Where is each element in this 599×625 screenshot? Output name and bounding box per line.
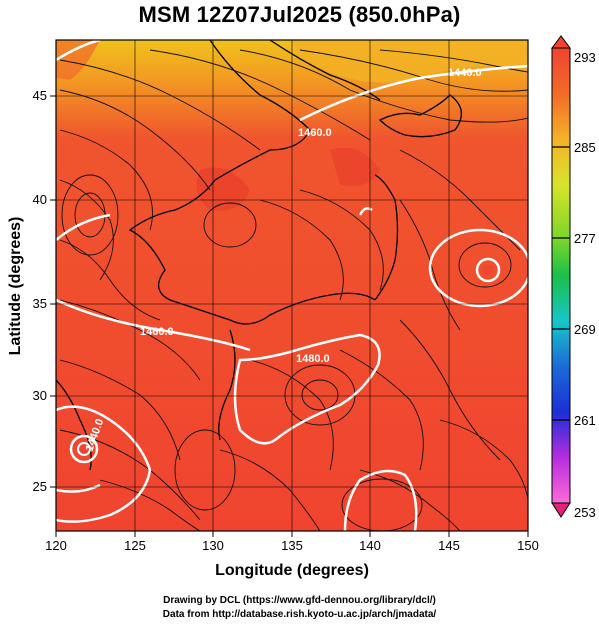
colorbar-label: 293 — [574, 50, 596, 65]
colorbar-label: 261 — [574, 413, 596, 428]
colorbar-label: 285 — [574, 140, 596, 155]
x-tick-label: 125 — [124, 538, 146, 553]
coastlines — [56, 40, 462, 471]
x-tick-label: 130 — [202, 538, 224, 553]
x-tick-label: 135 — [281, 538, 303, 553]
y-tick-label: 25 — [33, 479, 47, 494]
contour-label: 1460.0 — [140, 326, 174, 338]
contour-label: 1440.0 — [448, 67, 482, 79]
colorbar-label: 277 — [574, 231, 596, 246]
colorbar-bar — [551, 47, 571, 504]
x-tick-marks — [55, 531, 529, 537]
colorbar-label: 269 — [574, 322, 596, 337]
grid-lines — [56, 40, 528, 531]
contour-label: 1480.0 — [296, 353, 330, 365]
data-credit: Data from http://database.rish.kyoto-u.a… — [162, 609, 437, 620]
y-tick-label: 35 — [33, 296, 47, 311]
storm-centers — [69, 257, 501, 464]
y-axis-title: Latitude (degrees) — [7, 217, 24, 356]
x-tick-label: 120 — [45, 538, 67, 553]
y-tick-marks — [50, 95, 56, 488]
colorbar-bottom-arrow — [551, 502, 571, 518]
y-tick-label: 45 — [33, 88, 47, 103]
contour-label: 1460.0 — [298, 127, 332, 139]
x-tick-labels: 120 125 130 135 140 145 150 — [45, 538, 539, 553]
y-tick-label: 30 — [33, 388, 47, 403]
y-tick-label: 40 — [33, 192, 47, 207]
x-tick-label: 140 — [359, 538, 381, 553]
height-contours — [56, 40, 528, 531]
x-tick-label: 150 — [517, 538, 539, 553]
colorbar: 293 285 277 269 261 253 — [551, 35, 596, 520]
chart-title: MSM 12Z07Jul2025 (850.0hPa) — [138, 2, 461, 27]
y-tick-labels: 25 30 35 40 45 — [33, 88, 47, 494]
colorbar-top-arrow — [551, 35, 571, 49]
drawing-credit: Drawing by DCL (https://www.gfd-dennou.o… — [163, 595, 436, 606]
colorbar-label: 253 — [574, 505, 596, 520]
x-axis-title: Longitude (degrees) — [215, 562, 369, 579]
x-tick-label: 145 — [438, 538, 460, 553]
